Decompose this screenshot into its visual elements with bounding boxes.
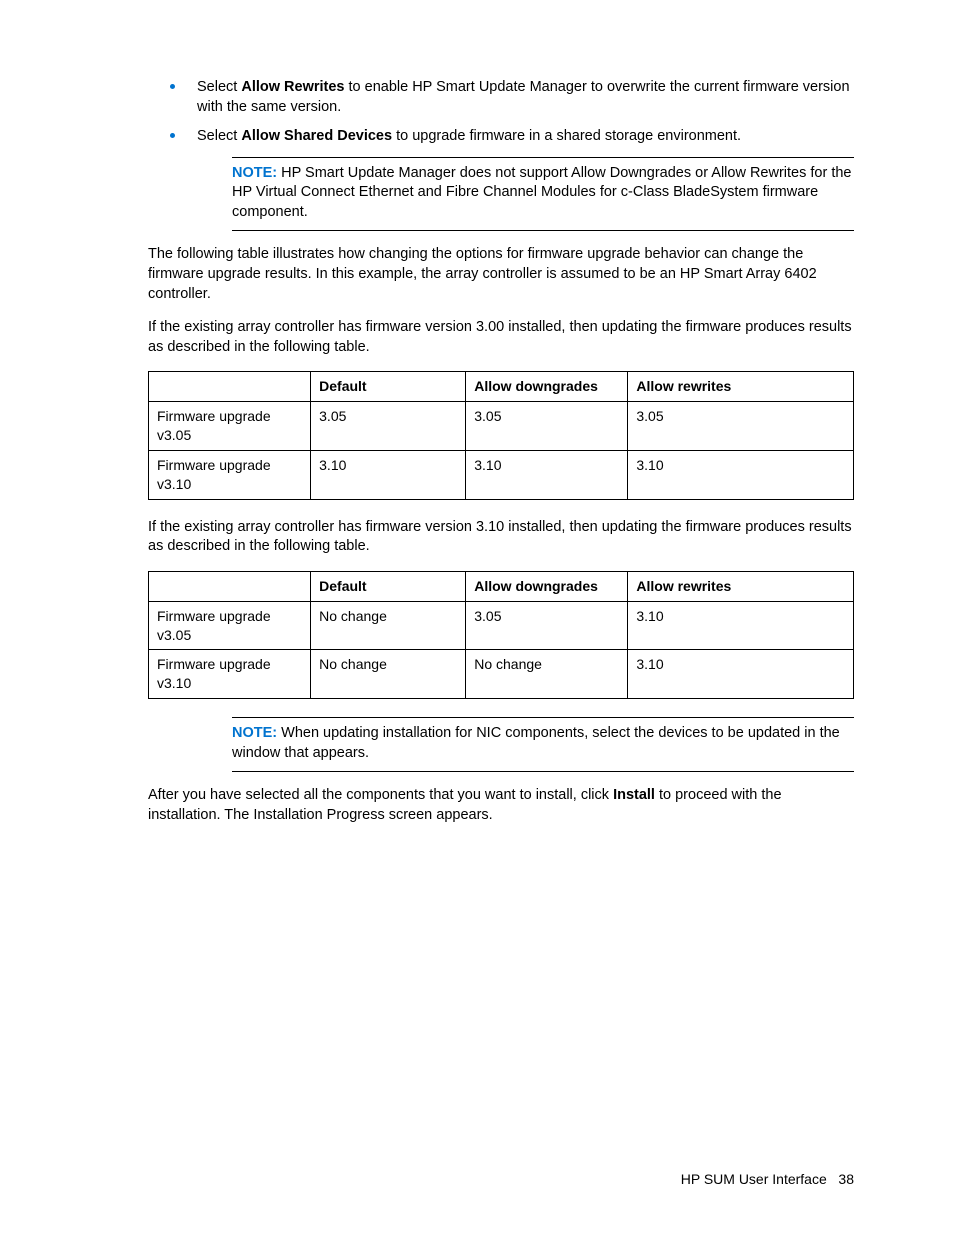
text-bold: Allow Rewrites — [241, 79, 344, 95]
paragraph: If the existing array controller has fir… — [148, 318, 854, 357]
paragraph: The following table illustrates how chan… — [148, 245, 854, 304]
table-header-row: Default Allow downgrades Allow rewrites — [149, 571, 854, 601]
paragraph: If the existing array controller has fir… — [148, 518, 854, 557]
table-row: Firmware upgrade v3.05 3.05 3.05 3.05 — [149, 402, 854, 451]
bullet-item: Select Allow Shared Devices to upgrade f… — [170, 127, 854, 147]
firmware-table-1: Default Allow downgrades Allow rewrites … — [148, 371, 854, 499]
note-text: When updating installation for NIC compo… — [232, 725, 840, 761]
text-pre: After you have selected all the componen… — [148, 787, 613, 803]
note-box: NOTE: HP Smart Update Manager does not s… — [232, 157, 854, 232]
text-pre: Select — [197, 128, 241, 144]
table-cell: No change — [311, 650, 466, 699]
table-cell: 3.10 — [628, 601, 854, 650]
table-cell: 3.05 — [466, 402, 628, 451]
table-cell: No change — [311, 601, 466, 650]
table-cell: Firmware upgrade v3.10 — [149, 450, 311, 499]
bullet-text: Select Allow Shared Devices to upgrade f… — [197, 127, 854, 147]
table-row: Firmware upgrade v3.10 3.10 3.10 3.10 — [149, 450, 854, 499]
note-text: HP Smart Update Manager does not support… — [232, 165, 852, 220]
note-box: NOTE: When updating installation for NIC… — [232, 717, 854, 772]
footer-title: HP SUM User Interface — [681, 1171, 827, 1187]
table-row: Firmware upgrade v3.05 No change 3.05 3.… — [149, 601, 854, 650]
text-post: to upgrade firmware in a shared storage … — [392, 128, 741, 144]
table-header: Allow downgrades — [466, 571, 628, 601]
table-cell: 3.10 — [311, 450, 466, 499]
text-bold: Allow Shared Devices — [241, 128, 392, 144]
bullet-text: Select Allow Rewrites to enable HP Smart… — [197, 78, 854, 117]
table-header: Default — [311, 571, 466, 601]
bullet-icon — [170, 133, 175, 138]
table-cell: 3.10 — [628, 650, 854, 699]
text-bold: Install — [613, 787, 655, 803]
bullet-icon — [170, 84, 175, 89]
footer-page-number: 38 — [838, 1171, 854, 1187]
page-footer: HP SUM User Interface 38 — [681, 1170, 854, 1189]
note-label: NOTE: — [232, 165, 277, 181]
table-header: Allow rewrites — [628, 372, 854, 402]
table-header: Default — [311, 372, 466, 402]
table-header — [149, 372, 311, 402]
table-cell: 3.05 — [311, 402, 466, 451]
paragraph: After you have selected all the componen… — [148, 786, 854, 825]
table-row: Firmware upgrade v3.10 No change No chan… — [149, 650, 854, 699]
table-cell: Firmware upgrade v3.05 — [149, 402, 311, 451]
bullet-item: Select Allow Rewrites to enable HP Smart… — [170, 78, 854, 117]
table-cell: 3.05 — [628, 402, 854, 451]
table-cell: Firmware upgrade v3.05 — [149, 601, 311, 650]
table-cell: 3.05 — [466, 601, 628, 650]
table-cell: Firmware upgrade v3.10 — [149, 650, 311, 699]
note-label: NOTE: — [232, 725, 277, 741]
table-cell: 3.10 — [466, 450, 628, 499]
firmware-table-2: Default Allow downgrades Allow rewrites … — [148, 571, 854, 699]
text-pre: Select — [197, 79, 241, 95]
table-header: Allow rewrites — [628, 571, 854, 601]
document-page: Select Allow Rewrites to enable HP Smart… — [0, 0, 954, 1235]
table-header-row: Default Allow downgrades Allow rewrites — [149, 372, 854, 402]
table-cell: 3.10 — [628, 450, 854, 499]
table-cell: No change — [466, 650, 628, 699]
table-header — [149, 571, 311, 601]
table-header: Allow downgrades — [466, 372, 628, 402]
